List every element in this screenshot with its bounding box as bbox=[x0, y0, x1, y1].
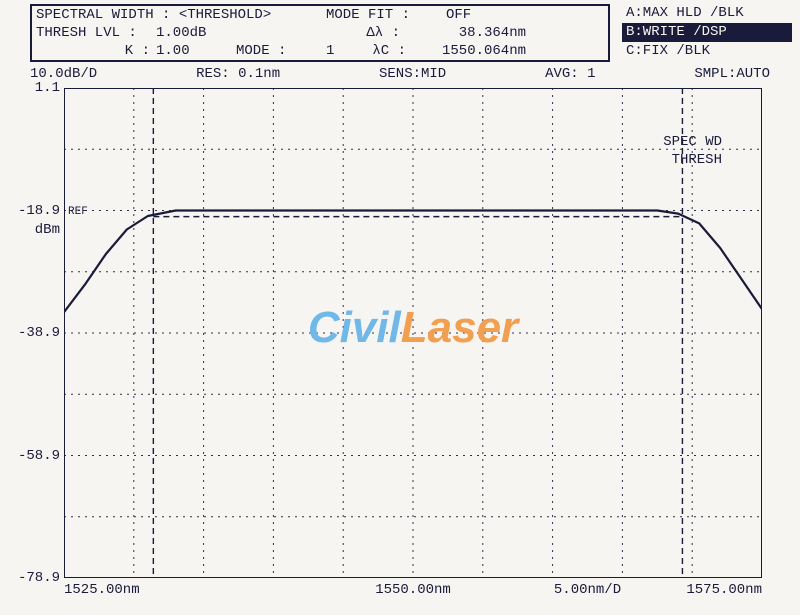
param-row-3: K : 1.00 MODE : 1 λC : 1550.064nm bbox=[32, 42, 608, 60]
mode-value: 1 bbox=[326, 43, 366, 59]
info-row: 10.0dB/D RES: 0.1nm SENS:MID AVG: 1 SMPL… bbox=[30, 66, 770, 82]
delta-lambda-label: Δλ : bbox=[326, 25, 406, 41]
k-label: K : bbox=[36, 43, 156, 59]
k-value: 1.00 bbox=[156, 43, 236, 59]
x-div: 5.00nm/D bbox=[554, 582, 621, 598]
x-tick-2: 1575.00nm bbox=[686, 582, 762, 598]
annot-spec-wd: SPEC WD bbox=[663, 134, 722, 150]
x-tick-1: 1550.00nm bbox=[375, 582, 451, 598]
y-tick-3: -58.9 bbox=[18, 448, 60, 464]
info-res: RES: 0.1nm bbox=[196, 66, 280, 82]
param-row-1: SPECTRAL WIDTH : <THRESHOLD> MODE FIT : … bbox=[32, 6, 608, 24]
info-sens: SENS:MID bbox=[379, 66, 446, 82]
mode-label: MODE : bbox=[236, 43, 326, 59]
trace-a[interactable]: A:MAX HLD /BLK bbox=[622, 4, 792, 23]
thresh-lvl-value: 1.00dB bbox=[156, 25, 326, 41]
annot-thresh: THRESH bbox=[672, 152, 722, 168]
mode-fit-value: OFF bbox=[446, 7, 471, 23]
plot-area: REF SPEC WD THRESH CivilLaser bbox=[64, 88, 762, 578]
trace-c[interactable]: C:FIX /BLK bbox=[622, 42, 792, 61]
osa-screen: SPECTRAL WIDTH : <THRESHOLD> MODE FIT : … bbox=[0, 0, 800, 615]
y-tick-2: -38.9 bbox=[18, 325, 60, 341]
ref-label: REF bbox=[68, 206, 88, 218]
y-tick-0: 1.1 bbox=[35, 80, 60, 96]
info-smpl: SMPL:AUTO bbox=[694, 66, 770, 82]
delta-lambda-value: 38.364nm bbox=[406, 25, 526, 41]
y-unit: dBm bbox=[35, 222, 60, 238]
thresh-lvl-label: THRESH LVL : bbox=[36, 25, 156, 41]
y-tick-1: -18.9 bbox=[18, 203, 60, 219]
y-tick-4: -78.9 bbox=[18, 570, 60, 586]
param-panel: SPECTRAL WIDTH : <THRESHOLD> MODE FIT : … bbox=[30, 4, 610, 62]
param-row-2: THRESH LVL : 1.00dB Δλ : 38.364nm bbox=[32, 24, 608, 42]
lambda-c-value: 1550.064nm bbox=[406, 43, 526, 59]
x-tick-0: 1525.00nm bbox=[64, 582, 140, 598]
trace-b[interactable]: B:WRITE /DSP bbox=[622, 23, 792, 42]
y-axis-labels: 1.1 -18.9 dBm -38.9 -58.9 -78.9 bbox=[6, 88, 62, 578]
mode-fit-label: MODE FIT : bbox=[326, 7, 446, 23]
lambda-c-label: λC : bbox=[366, 43, 406, 59]
trace-panel: A:MAX HLD /BLK B:WRITE /DSP C:FIX /BLK bbox=[622, 4, 792, 61]
plot-svg bbox=[64, 88, 762, 578]
spectral-width-label: SPECTRAL WIDTH : <THRESHOLD> bbox=[36, 7, 326, 23]
info-avg: AVG: 1 bbox=[545, 66, 595, 82]
